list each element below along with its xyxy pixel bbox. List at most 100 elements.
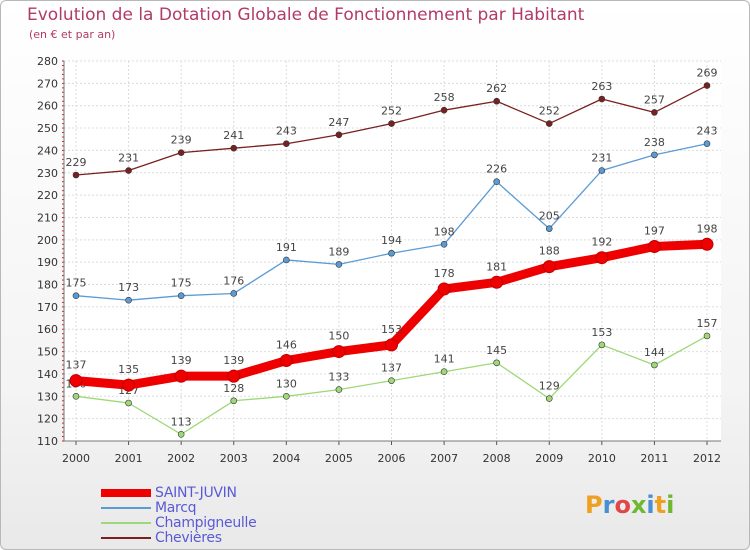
legend-item-champigneulle: Champigneulle [101,514,257,531]
data-label-marcq: 173 [118,281,139,294]
data-label-saint-juvin: 135 [118,363,139,376]
y-tick-label: 110 [37,435,58,448]
data-point-marcq [545,225,553,232]
data-label-champigneulle: 141 [434,353,455,366]
data-label-saint-juvin: 146 [276,339,297,352]
data-label-chevi-res: 269 [697,67,718,80]
chart-subtitle: (en € et par an) [29,28,116,41]
legend-label: Champigneulle [155,514,257,531]
data-point-chevi-res [598,95,606,103]
data-point-chevi-res [545,120,553,127]
data-point-marcq [703,140,711,148]
data-point-chevi-res [388,120,395,127]
y-tick-label: 150 [37,346,58,359]
data-point-champigneulle [72,392,80,400]
data-point-marcq [598,167,606,174]
x-tick-label: 2012 [693,452,721,465]
data-label-chevi-res: 231 [118,152,139,165]
x-tick-label: 2003 [220,452,248,465]
data-label-saint-juvin: 178 [434,267,455,280]
data-point-marcq [335,261,343,268]
data-label-champigneulle: 129 [539,380,560,393]
data-point-chevi-res [335,131,343,139]
data-point-marcq [72,292,80,300]
legend-item-chevi-res: Chevières [101,529,256,546]
legend-item-marcq: Marcq [101,499,256,516]
y-tick-label: 190 [37,256,58,269]
legend-swatch [101,488,151,497]
y-tick-label: 230 [37,167,58,180]
data-label-marcq: 175 [66,277,87,290]
y-tick-label: 180 [37,279,58,292]
data-label-chevi-res: 258 [434,91,455,104]
proxiti-logo: Proxiti [585,491,674,519]
data-point-marcq [283,256,290,264]
logo-letter: i [666,491,675,519]
data-point-marcq [230,290,238,297]
data-label-marcq: 231 [591,152,612,165]
data-point-champigneulle [335,386,343,393]
legend: SAINT-JUVIN Marcq Champigneulle Chevières [101,484,257,546]
data-point-saint-juvin [227,369,241,383]
y-tick-label: 170 [37,301,58,314]
logo-letter: x [630,491,647,519]
data-label-saint-juvin: 139 [171,354,192,367]
data-point-chevi-res [125,167,132,174]
data-point-saint-juvin [595,251,609,265]
logo-letter: P [585,491,603,519]
data-point-champigneulle [125,399,132,407]
data-point-chevi-res [440,106,448,114]
data-point-saint-juvin [385,338,398,352]
data-point-saint-juvin [69,374,83,388]
data-label-marcq: 194 [381,234,402,247]
x-tick-label: 2002 [167,452,195,465]
data-label-chevi-res: 263 [591,80,612,93]
x-tick-label: 2007 [430,452,458,465]
data-label-marcq: 226 [486,163,507,176]
data-label-champigneulle: 137 [381,362,402,375]
data-label-champigneulle: 113 [171,415,192,428]
data-label-saint-juvin: 198 [697,222,718,235]
data-point-saint-juvin [332,345,346,359]
data-label-champigneulle: 153 [591,326,612,339]
data-label-chevi-res: 229 [66,156,87,169]
x-tick-label: 2000 [62,452,90,465]
y-tick-label: 160 [37,323,58,336]
legend-label: Marcq [155,499,197,516]
data-point-saint-juvin [279,354,293,368]
data-label-saint-juvin: 197 [644,225,665,238]
x-tick-label: 2004 [272,452,300,465]
data-point-chevi-res [230,144,238,152]
data-label-marcq: 175 [171,277,192,290]
data-label-marcq: 189 [328,245,349,258]
y-tick-label: 280 [37,55,58,68]
data-point-chevi-res [651,109,658,116]
data-label-champigneulle: 145 [486,344,507,357]
data-point-champigneulle [545,395,553,402]
data-point-saint-juvin [542,260,556,274]
data-label-chevi-res: 239 [171,134,192,147]
data-point-champigneulle [651,361,658,369]
data-label-champigneulle: 128 [223,382,244,395]
legend-label: Chevières [155,529,222,546]
y-tick-label: 120 [37,413,58,426]
data-label-chevi-res: 252 [381,105,402,118]
data-label-saint-juvin: 192 [591,236,612,249]
data-point-marcq [388,249,395,257]
data-point-saint-juvin [647,240,661,254]
x-tick-label: 2001 [115,452,143,465]
data-point-chevi-res [72,171,80,179]
x-tick-label: 2006 [378,452,406,465]
y-tick-label: 210 [37,211,58,224]
data-label-saint-juvin: 181 [486,260,507,273]
data-point-champigneulle [388,377,395,384]
data-point-chevi-res [283,140,290,148]
legend-label: SAINT-JUVIN [155,484,237,501]
data-label-chevi-res: 262 [486,82,507,95]
logo-letter: o [614,491,631,519]
data-point-chevi-res [703,82,711,89]
y-tick-label: 130 [37,390,58,403]
data-point-marcq [493,178,500,186]
y-tick-label: 200 [37,234,58,247]
x-tick-label: 2005 [325,452,353,465]
